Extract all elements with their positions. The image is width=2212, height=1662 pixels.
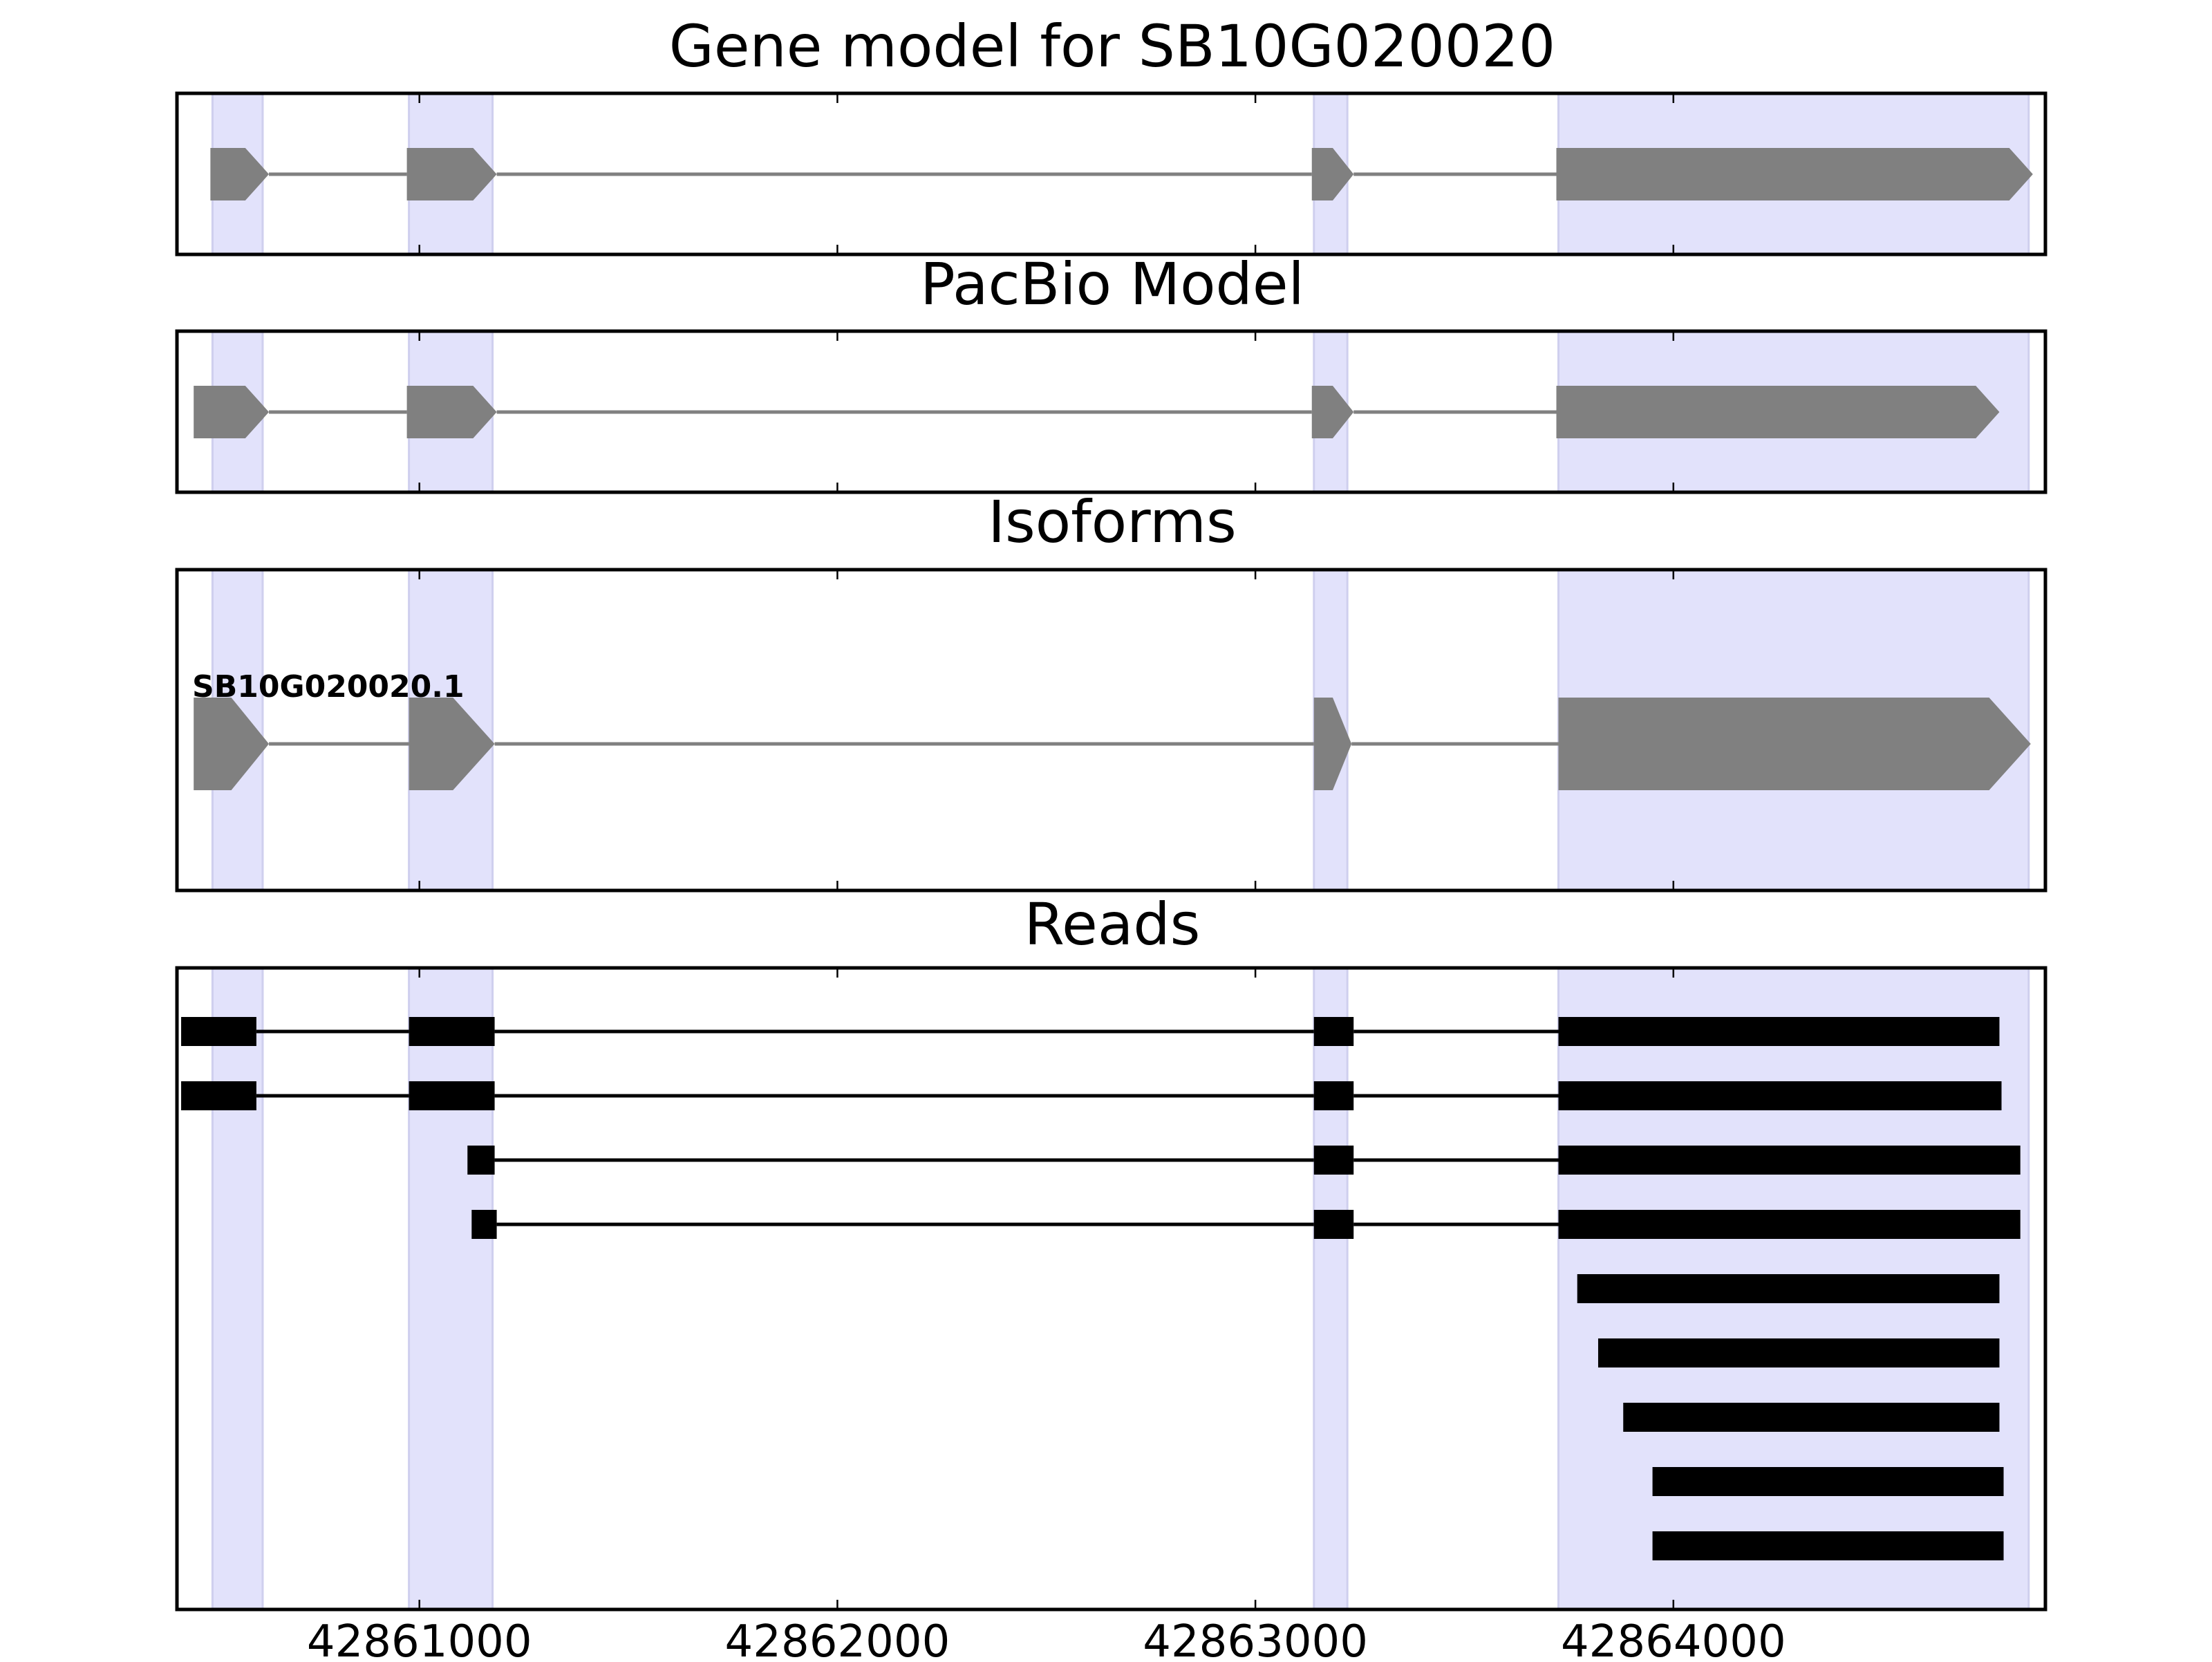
read-block xyxy=(1597,1338,2000,1367)
isoforms-exon xyxy=(1313,698,1352,790)
read-block xyxy=(471,1210,497,1239)
read-block xyxy=(181,1017,256,1046)
read-block xyxy=(1558,1081,2002,1110)
isoforms-exon xyxy=(194,698,270,790)
read-block xyxy=(1313,1017,1354,1046)
read-block xyxy=(1577,1274,2000,1303)
read-block xyxy=(1623,1403,2000,1432)
pacbio-model-title: PacBio Model xyxy=(920,250,1304,318)
read-block xyxy=(1558,1146,2021,1175)
reads-border xyxy=(175,966,2047,1612)
isoforms-panel xyxy=(175,568,2047,893)
read-block xyxy=(1313,1210,1354,1239)
pacbio-model-exon xyxy=(1311,386,1354,438)
pacbio-model-exon xyxy=(1556,386,2000,438)
isoforms-exon xyxy=(1558,698,2031,790)
gene-model-title: Gene model for SB10G020020 xyxy=(669,12,1555,80)
isoforms-border xyxy=(175,568,2047,893)
reads-title: Reads xyxy=(1024,890,1201,958)
gene-model-exon xyxy=(210,148,270,200)
isoforms-title: Isoforms xyxy=(988,488,1237,556)
x-tick-label: 42864000 xyxy=(1561,1616,1786,1659)
x-axis-tick-labels: 42861000 42862000 42863000 42864000 xyxy=(307,1616,1786,1662)
reads-panel xyxy=(175,966,2047,1612)
read-block xyxy=(181,1081,256,1110)
read-block xyxy=(409,1081,495,1110)
reads-exon-highlight xyxy=(408,967,494,1611)
pacbio-model-exon xyxy=(406,386,497,438)
isoforms-exon xyxy=(409,698,495,790)
isoform-label: SB10G020020.1 xyxy=(192,669,465,704)
gene-model-exon xyxy=(1311,148,1354,200)
x-tick-label: 42862000 xyxy=(725,1616,950,1659)
pacbio-model-panel xyxy=(175,329,2047,494)
read-block xyxy=(1313,1146,1354,1175)
gene-model-border xyxy=(175,91,2047,256)
gene-model-panel xyxy=(175,91,2047,256)
read-block xyxy=(409,1017,495,1046)
read-block xyxy=(1652,1467,2004,1496)
read-block xyxy=(1558,1210,2021,1239)
gene-model-exon xyxy=(406,148,497,200)
gene-model-exon xyxy=(1556,148,2033,200)
pacbio-model-border xyxy=(175,329,2047,494)
read-block xyxy=(1652,1531,2004,1560)
reads-exon-highlight xyxy=(211,967,264,1611)
x-tick-label: 42861000 xyxy=(307,1616,532,1659)
read-block xyxy=(1558,1017,2000,1046)
read-block xyxy=(467,1146,495,1175)
read-block xyxy=(1313,1081,1354,1110)
reads-exon-highlight xyxy=(1313,967,1349,1611)
pacbio-model-exon xyxy=(194,386,270,438)
x-tick-label: 42863000 xyxy=(1143,1616,1368,1659)
